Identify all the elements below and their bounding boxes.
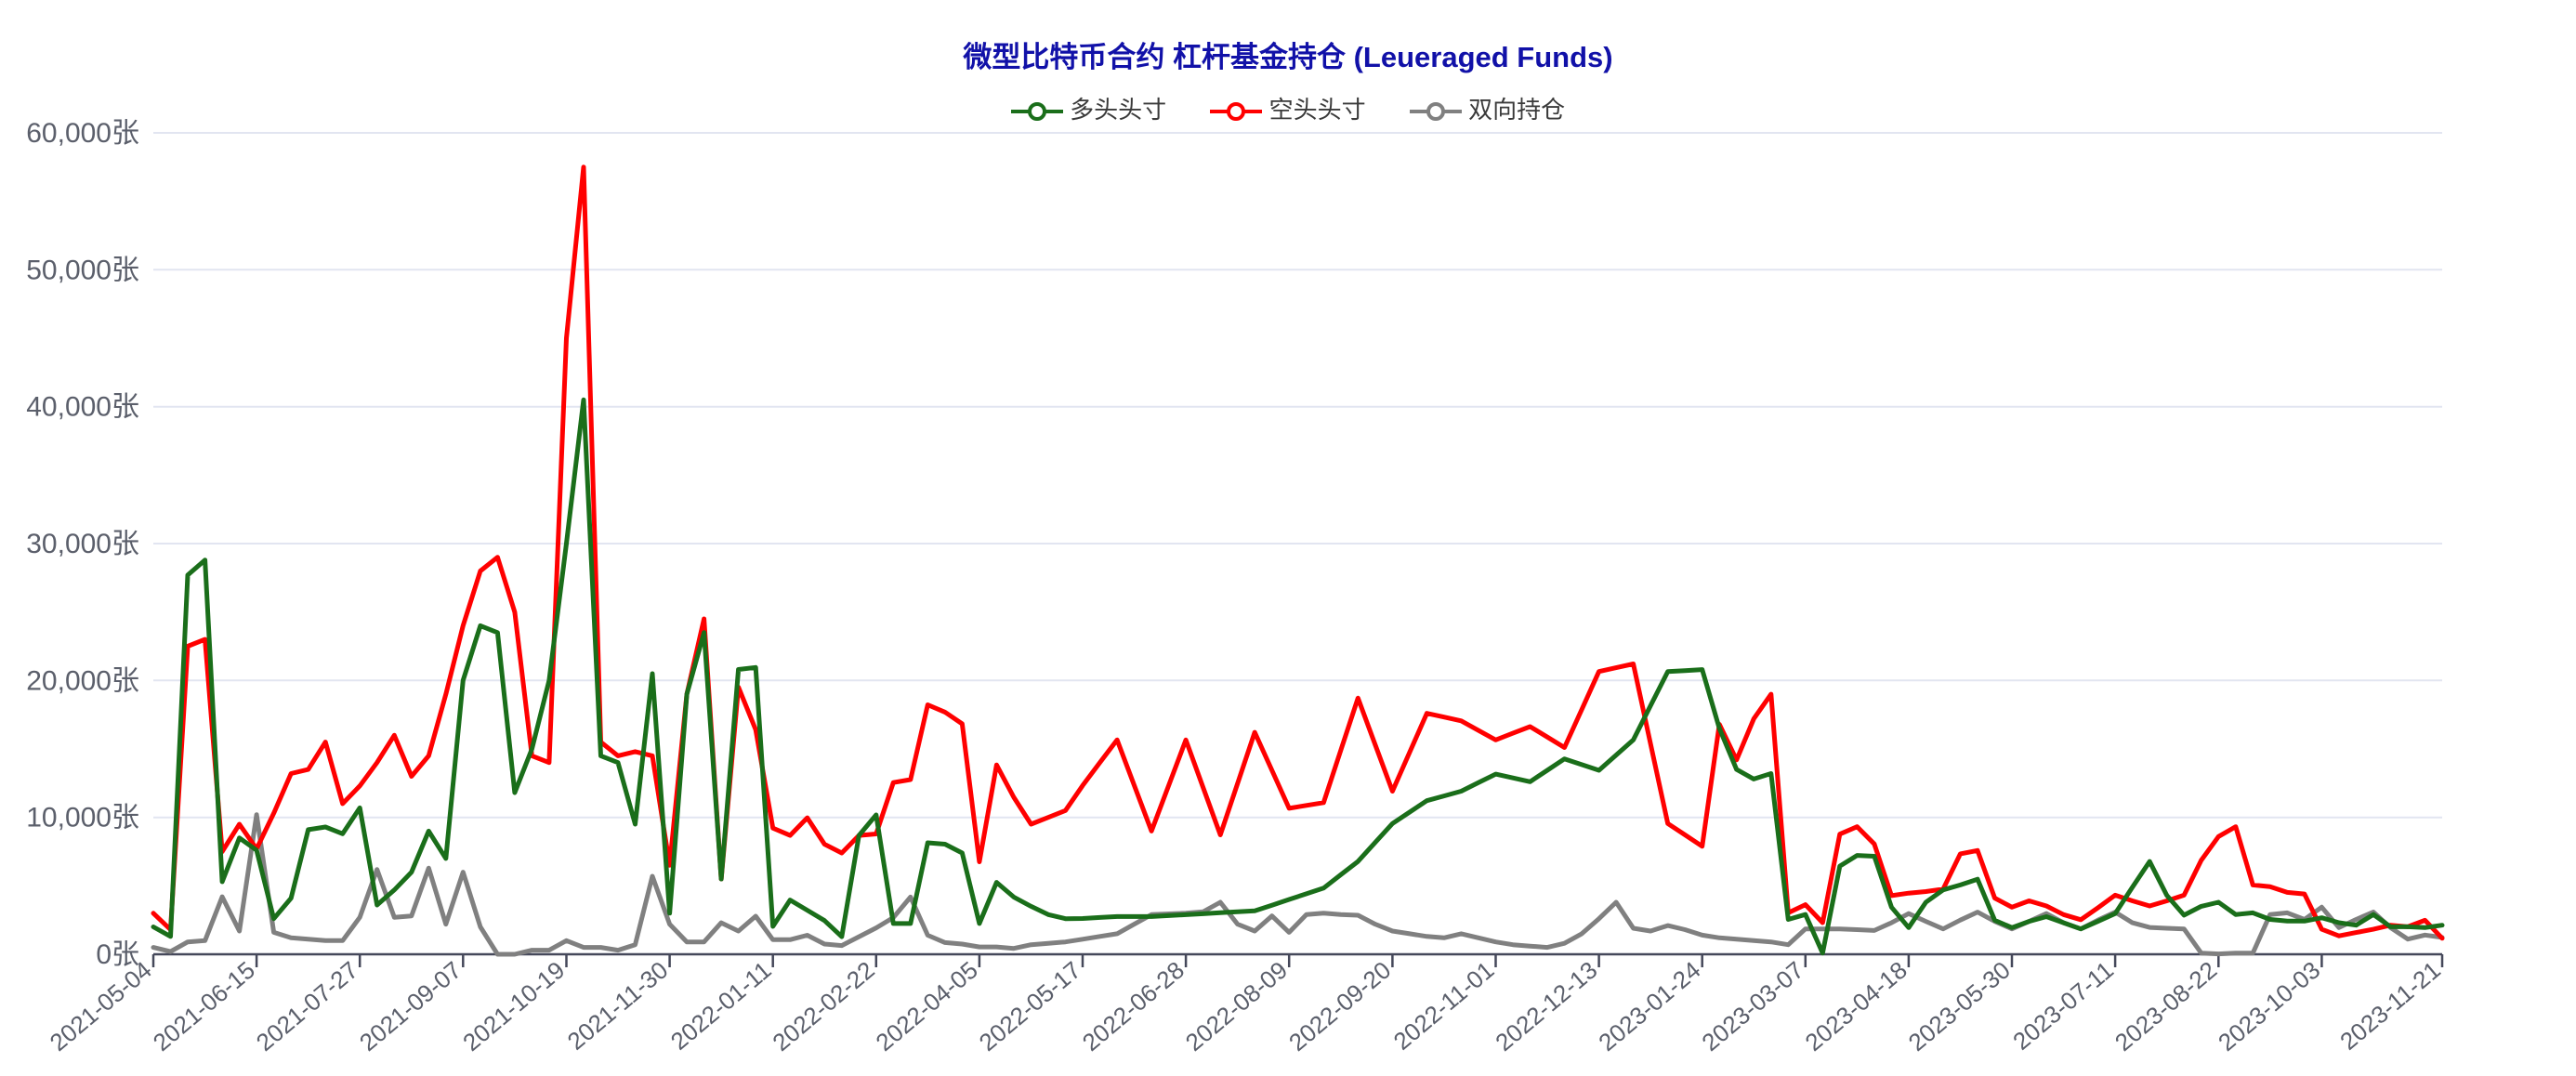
svg-text:2023-07-11: 2023-07-11: [2007, 956, 2119, 1056]
svg-text:20,000张: 20,000张: [26, 665, 139, 696]
svg-text:2022-05-17: 2022-05-17: [974, 956, 1086, 1056]
svg-text:2022-04-05: 2022-04-05: [871, 956, 983, 1056]
svg-text:2022-09-20: 2022-09-20: [1283, 956, 1396, 1056]
svg-text:10,000张: 10,000张: [26, 803, 139, 833]
svg-text:2022-11-01: 2022-11-01: [1388, 956, 1500, 1056]
svg-text:2022-02-22: 2022-02-22: [767, 956, 879, 1056]
svg-text:2021-05-04: 2021-05-04: [45, 956, 157, 1056]
svg-text:2022-12-13: 2022-12-13: [1490, 956, 1602, 1056]
svg-text:2023-04-18: 2023-04-18: [1800, 956, 1912, 1056]
svg-text:0张: 0张: [96, 939, 139, 970]
svg-text:50,000张: 50,000张: [26, 255, 139, 285]
svg-text:2023-10-03: 2023-10-03: [2213, 956, 2325, 1056]
svg-text:2023-08-22: 2023-08-22: [2109, 956, 2222, 1056]
svg-text:2023-01-24: 2023-01-24: [1593, 956, 1705, 1056]
svg-text:60,000张: 60,000张: [26, 118, 139, 149]
svg-text:2021-10-19: 2021-10-19: [457, 956, 570, 1056]
svg-text:2022-08-09: 2022-08-09: [1180, 956, 1293, 1056]
svg-text:2023-11-21: 2023-11-21: [2334, 956, 2446, 1056]
svg-text:30,000张: 30,000张: [26, 529, 139, 559]
svg-text:2021-07-27: 2021-07-27: [251, 956, 363, 1056]
svg-text:2023-03-07: 2023-03-07: [1696, 956, 1808, 1056]
svg-text:2021-06-15: 2021-06-15: [148, 956, 260, 1056]
svg-text:40,000张: 40,000张: [26, 392, 139, 423]
svg-text:2021-09-07: 2021-09-07: [354, 956, 467, 1056]
svg-text:2021-11-30: 2021-11-30: [562, 956, 674, 1056]
svg-text:2023-05-30: 2023-05-30: [1903, 956, 2016, 1056]
svg-text:2022-01-11: 2022-01-11: [665, 956, 777, 1056]
svg-text:2022-06-28: 2022-06-28: [1077, 956, 1189, 1056]
